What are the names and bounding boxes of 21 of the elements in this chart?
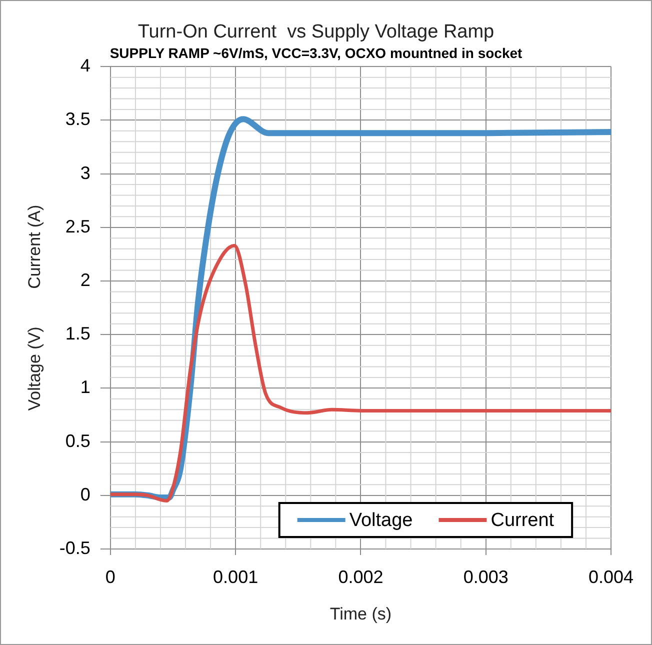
chart-subtitle: SUPPLY RAMP ~6V/mS, VCC=3.3V, OCXO mountned in socket <box>110 45 523 62</box>
y-axis-title: Voltage (V) Current (A) <box>24 204 44 411</box>
legend-label: Voltage <box>349 510 413 532</box>
y-tick-label: 1 <box>80 377 90 398</box>
y-tick-label: 2 <box>80 270 90 290</box>
y-tick-label: -0.5 <box>59 538 90 558</box>
y-tick-label: 4 <box>80 56 90 76</box>
x-tick-label: 0.003 <box>463 566 508 587</box>
y-tick-label: 3.5 <box>65 109 90 130</box>
chart-title: Turn-On Current vs Supply Voltage Ramp <box>138 22 494 43</box>
legend-label: Current <box>490 510 555 532</box>
y-tick-label: 3 <box>80 162 90 183</box>
x-axis-title: Time (s) <box>330 604 392 624</box>
y-tick-label: 1.5 <box>65 324 90 344</box>
y-tick-label: 0.5 <box>65 430 90 451</box>
x-tick-label: 0.002 <box>338 566 384 587</box>
x-tick-label: 0 <box>105 566 116 587</box>
y-tick-label: 2.5 <box>65 216 90 236</box>
y-tick-label: 0 <box>80 484 90 504</box>
x-tick-label: 0.004 <box>588 566 634 587</box>
x-tick-label: 0.001 <box>213 566 258 587</box>
